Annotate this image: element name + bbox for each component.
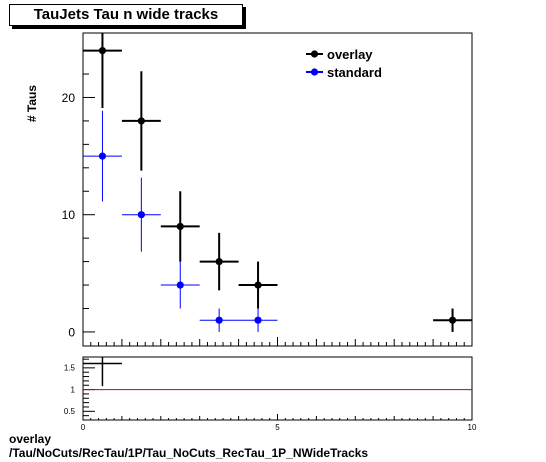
x-tick-label: 5: [275, 423, 280, 432]
data-point: [254, 316, 262, 324]
legend-label: standard: [327, 65, 382, 80]
data-point: [137, 117, 145, 125]
data-point: [448, 316, 457, 324]
legend: overlay standard: [306, 47, 382, 80]
x-tick-label: 10: [468, 423, 477, 432]
y-tick-label: 0.5: [64, 407, 76, 416]
chart-title-box: TauJets Tau n wide tracks: [9, 4, 243, 26]
plot-frame: [82, 356, 473, 421]
data-point: [98, 46, 107, 55]
legend-label: overlay: [327, 47, 373, 62]
data-point: [215, 257, 223, 266]
x-tick-label: 0: [81, 423, 86, 432]
data-point: [176, 281, 184, 289]
y-tick-label: 10: [62, 208, 76, 222]
legend-swatch-marker: [310, 50, 319, 58]
y-tick-label: 1: [71, 385, 76, 394]
chart-title: TauJets Tau n wide tracks: [33, 6, 219, 23]
ratio-plot: 0.5 1 1.5 0 5 10: [64, 356, 477, 432]
y-axis-label: # Taus: [25, 85, 39, 122]
series-standard: [83, 110, 278, 332]
data-point: [176, 222, 184, 231]
data-point: [215, 316, 223, 324]
y-tick-label: 1.5: [64, 364, 76, 373]
legend-swatch-marker: [310, 68, 319, 76]
y-tick-label: 0: [68, 325, 75, 339]
data-point: [254, 281, 262, 289]
caption-line-1: overlay: [9, 432, 52, 446]
y-tick-label: 20: [62, 91, 76, 105]
caption-line-2: /Tau/NoCuts/RecTau/1P/Tau_NoCuts_RecTau_…: [9, 446, 369, 460]
main-plot: 0 10 20 # Taus overlay standard: [25, 32, 473, 347]
series-overlay: [83, 33, 472, 332]
data-point: [98, 152, 107, 160]
series-ratio-0: [83, 357, 122, 387]
data-point: [137, 211, 145, 219]
